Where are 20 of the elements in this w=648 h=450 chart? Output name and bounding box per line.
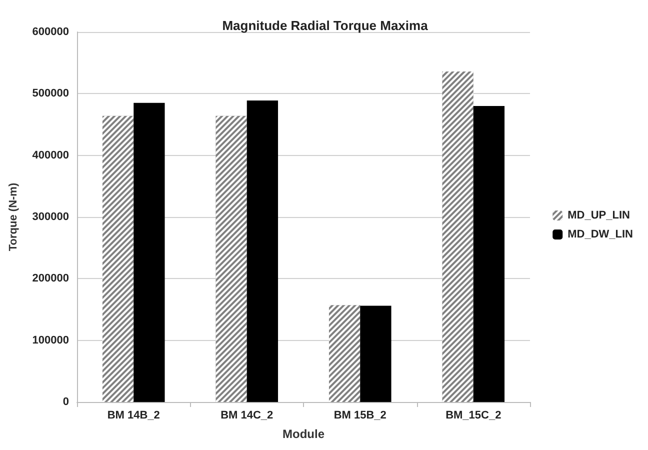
bar: [246, 100, 278, 402]
y-axis-title: Torque (N-m): [8, 182, 20, 252]
y-tick-label: 500000: [32, 88, 69, 100]
x-tick-label: BM 14B_2: [107, 410, 160, 422]
y-tick-label: 100000: [32, 334, 69, 346]
bar: [473, 106, 505, 402]
y-tick-label: 0: [62, 396, 69, 408]
y-tick-label: 600000: [32, 26, 69, 38]
legend-label: MD_DW_LIN: [568, 228, 634, 240]
chart-title: Magnitude Radial Torque Maxima: [222, 18, 429, 33]
y-tick-label: 200000: [32, 272, 69, 285]
bar: [134, 102, 165, 402]
x-tick-label: BM_15C_2: [446, 410, 502, 422]
x-tick-label: BM 15B_2: [334, 410, 386, 422]
bar: [360, 306, 392, 402]
legend-label: MD_UP_LIN: [568, 210, 630, 222]
y-tick-label: 400000: [32, 149, 69, 162]
x-axis-title: Module: [282, 427, 325, 441]
y-tick-label: 300000: [32, 211, 69, 223]
x-tick-label: BM 14C_2: [220, 410, 274, 422]
